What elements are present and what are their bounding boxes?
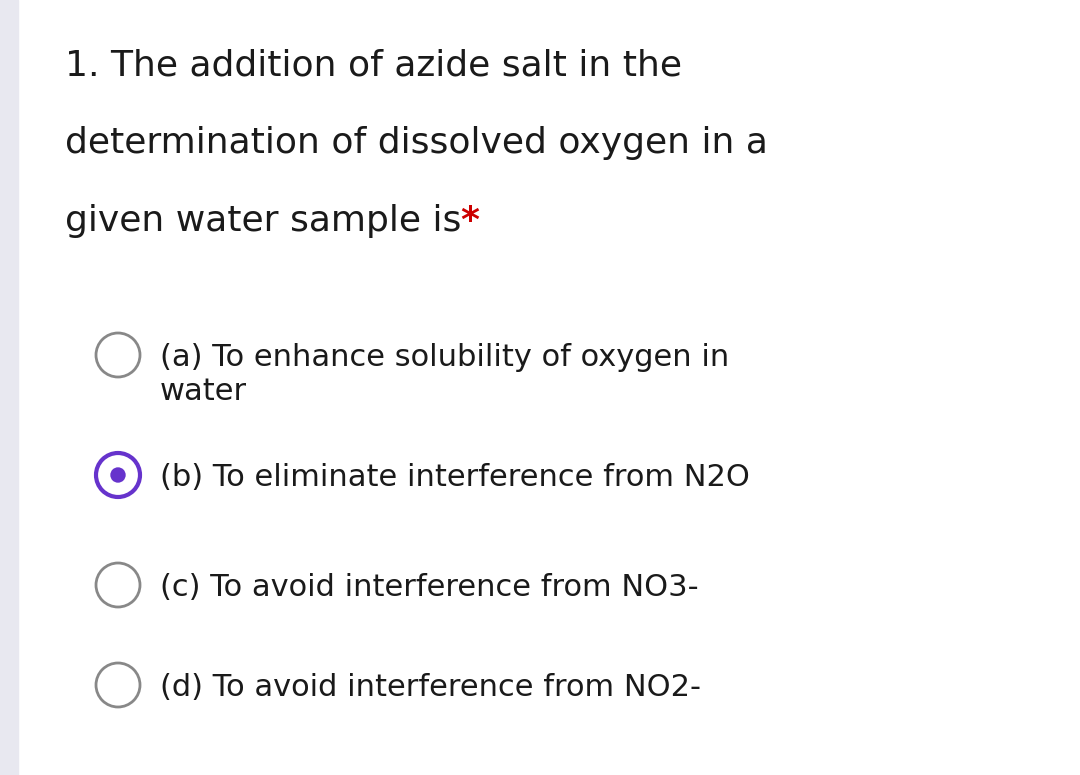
Text: 1. The addition of azide salt in the: 1. The addition of azide salt in the — [65, 48, 681, 82]
Text: determination of dissolved oxygen in a: determination of dissolved oxygen in a — [65, 126, 768, 160]
Text: water: water — [160, 377, 247, 406]
Text: (c) To avoid interference from NO3-: (c) To avoid interference from NO3- — [160, 573, 699, 602]
Text: (a) To enhance solubility of oxygen in: (a) To enhance solubility of oxygen in — [160, 343, 729, 372]
Bar — [0, 0, 18, 775]
Text: (d) To avoid interference from NO2-: (d) To avoid interference from NO2- — [160, 673, 701, 702]
Circle shape — [110, 467, 125, 483]
Text: (b) To eliminate interference from N2O: (b) To eliminate interference from N2O — [160, 463, 750, 492]
Text: *: * — [460, 204, 480, 238]
Text: given water sample is: given water sample is — [65, 204, 473, 238]
